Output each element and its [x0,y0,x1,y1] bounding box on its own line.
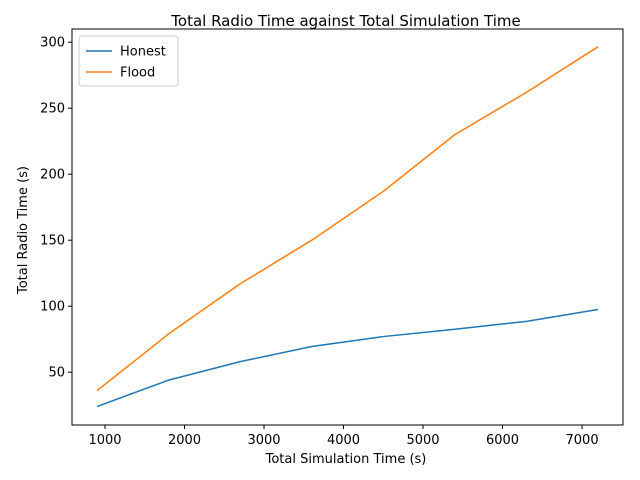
y-tick-label: 200 [40,168,65,183]
x-tick-label: 2000 [168,433,201,448]
x-tick-label: 4000 [327,433,360,448]
plot-area-frame [71,28,624,426]
x-tick-label: 1000 [88,433,121,448]
x-axis: 1000 2000 3000 4000 5000 6000 7000 [88,425,599,448]
y-tick-label: 50 [48,366,65,381]
y-axis-label: Total Radio Time (s) [16,166,31,295]
legend-box [78,35,179,87]
x-tick-label: 7000 [566,433,599,448]
x-axis-label: Total Simulation Time (s) [265,452,427,467]
legend-label: Flood [120,66,155,81]
y-tick-label: 250 [40,102,65,117]
series-line-flood [96,46,599,392]
chart-title: Total Radio Time against Total Simulatio… [170,12,520,30]
legend-label: Honest [120,45,166,60]
plot-series [96,46,599,408]
legend: Honest Flood [78,35,179,87]
y-tick-label: 300 [40,36,65,51]
x-tick-label: 5000 [406,433,439,448]
series-line-honest [96,308,599,408]
x-tick-label: 3000 [247,433,280,448]
y-axis: 50 100 150 200 250 300 [40,36,72,381]
x-tick-label: 6000 [486,433,519,448]
y-tick-label: 100 [40,300,65,315]
y-tick-label: 150 [40,234,65,249]
